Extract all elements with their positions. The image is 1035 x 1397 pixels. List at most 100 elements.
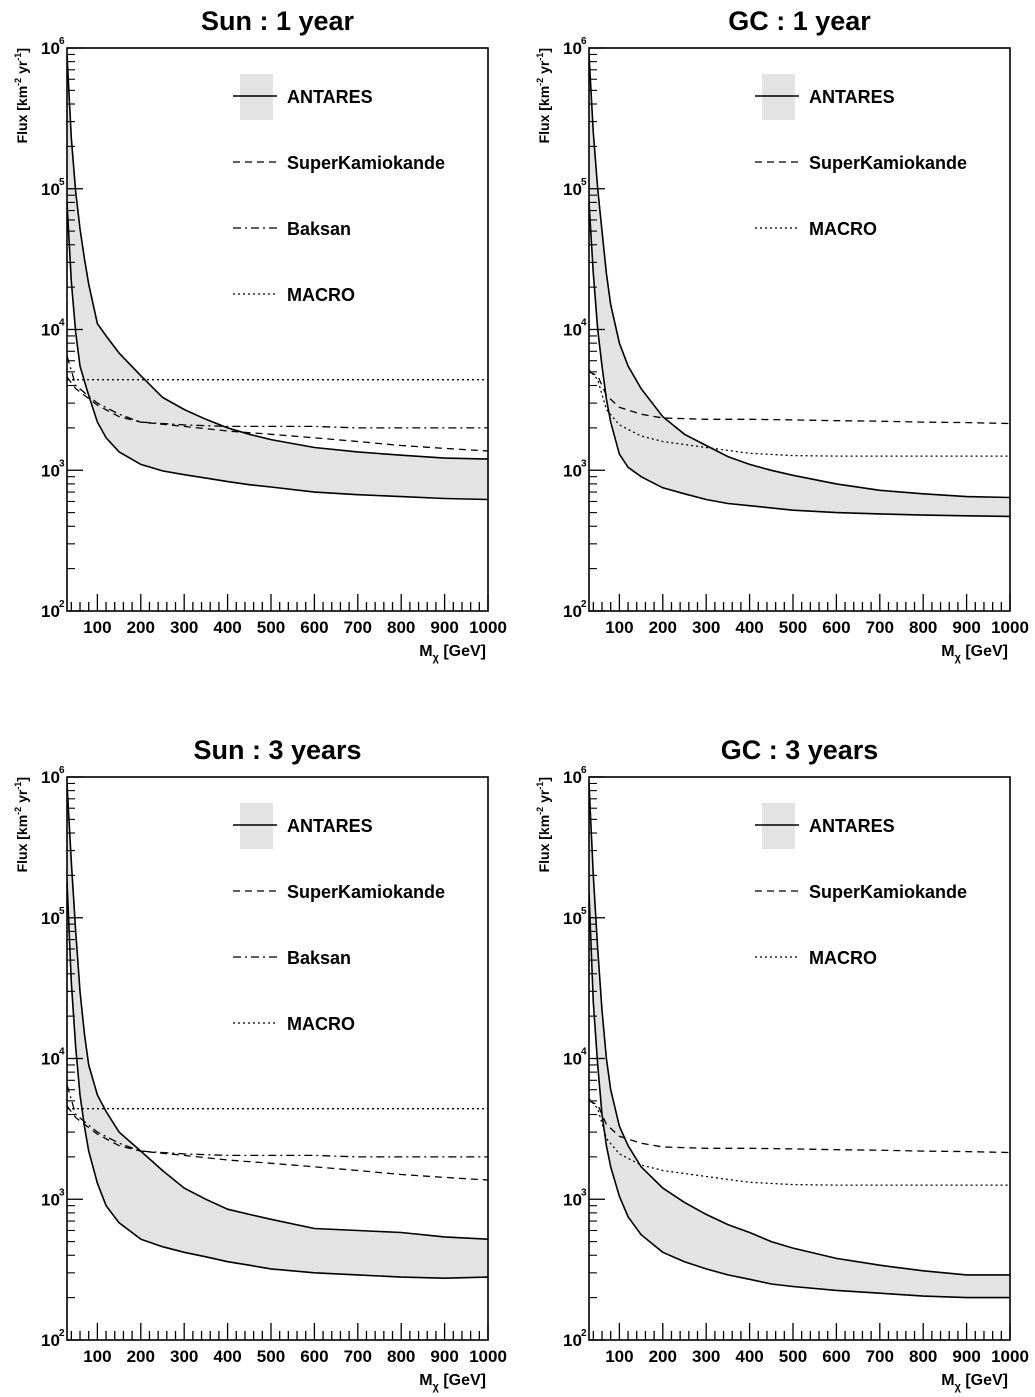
x-axis-title: Mχ [GeV] — [419, 1372, 486, 1393]
y-tick-label: 10 — [41, 39, 60, 58]
legend-label: Baksan — [287, 948, 351, 968]
chart-panel: GC : 3 years 100 200 300 400 500 600 700 800 900 1… — [535, 735, 1029, 1393]
y-tick-label: 10 — [41, 321, 60, 340]
plot-area — [67, 54, 488, 501]
legend-label: MACRO — [809, 219, 877, 239]
x-tick-label: 600 — [300, 1347, 328, 1366]
legend-label: MACRO — [287, 285, 355, 305]
y-tick-exponent: 3 — [59, 1187, 65, 1198]
x-tick-label: 400 — [735, 1347, 763, 1366]
y-tick-label: 10 — [563, 461, 582, 480]
chart-panel: Sun : 1 year 100 200 300 400 500 600 700 800 900 1… — [13, 6, 507, 664]
y-tick-exponent: 4 — [59, 318, 65, 329]
y-tick-exponent: 5 — [581, 906, 587, 917]
legend: ANTARES SuperKamiokande MACRO — [755, 74, 967, 239]
x-tick-label: 200 — [649, 1347, 677, 1366]
x-tick-label: 900 — [430, 1347, 458, 1366]
y-tick-exponent: 4 — [581, 318, 587, 329]
antares-upper-line — [589, 783, 1010, 1276]
antares-lower-line — [589, 202, 1010, 518]
x-tick-label: 600 — [822, 1347, 850, 1366]
y-tick-exponent: 2 — [581, 1328, 587, 1339]
x-tick-label: 300 — [692, 618, 720, 637]
y-tick-label: 10 — [563, 909, 582, 928]
y-tick-label: 10 — [563, 39, 582, 58]
plot-frame — [588, 47, 1011, 612]
y-axis-title: Flux [km-2 yr-1] — [535, 777, 552, 872]
legend-label: SuperKamiokande — [809, 882, 967, 902]
y-tick-label: 10 — [41, 1050, 60, 1069]
y-tick-label: 10 — [563, 602, 582, 621]
antares-upper-line — [589, 54, 1010, 499]
y-tick-label: 10 — [41, 768, 60, 787]
x-tick-label: 700 — [344, 618, 372, 637]
legend-label: SuperKamiokande — [809, 153, 967, 173]
series-line-superkamiokande — [67, 1105, 488, 1181]
chart-title: Sun : 3 years — [193, 735, 361, 765]
x-tick-label: 1000 — [991, 1347, 1029, 1366]
x-tick-label: 900 — [952, 1347, 980, 1366]
plot-area — [589, 54, 1010, 518]
series-line-superkamiokande — [589, 1100, 1010, 1154]
y-tick-exponent: 3 — [581, 458, 587, 469]
y-tick-label: 10 — [41, 1190, 60, 1209]
x-tick-label: 400 — [213, 618, 241, 637]
antares-upper-line — [67, 54, 488, 460]
antares-band — [67, 54, 488, 500]
legend-label: ANTARES — [809, 87, 895, 107]
x-tick-label: 100 — [83, 1347, 111, 1366]
y-tick-exponent: 6 — [59, 36, 65, 47]
x-tick-label: 100 — [605, 1347, 633, 1366]
x-tick-label: 700 — [866, 618, 894, 637]
plot-area — [589, 783, 1010, 1299]
x-tick-label: 500 — [779, 618, 807, 637]
legend-swatch-band — [240, 74, 273, 120]
y-axis-title: Flux [km-2 yr-1] — [535, 48, 552, 143]
x-tick-label: 300 — [692, 1347, 720, 1366]
x-tick-label: 800 — [909, 618, 937, 637]
x-tick-label: 1000 — [991, 618, 1029, 637]
y-axis-title: Flux [km-2 yr-1] — [13, 48, 30, 143]
x-tick-label: 1000 — [469, 1347, 507, 1366]
x-tick-label: 100 — [605, 618, 633, 637]
y-tick-exponent: 2 — [59, 1328, 65, 1339]
y-tick-exponent: 6 — [581, 765, 587, 776]
chart-title: GC : 3 years — [721, 735, 879, 765]
y-tick-exponent: 2 — [581, 599, 587, 610]
x-tick-label: 700 — [866, 1347, 894, 1366]
x-tick-label: 500 — [257, 618, 285, 637]
legend: ANTARES SuperKamiokande MACRO — [755, 803, 967, 968]
plot-area — [67, 783, 488, 1280]
series-line-baksan — [67, 1084, 488, 1158]
chart-panel: Sun : 3 years 100 200 300 400 500 600 700 800 900… — [13, 735, 507, 1393]
antares-band — [589, 783, 1010, 1298]
y-tick-label: 10 — [41, 180, 60, 199]
y-tick-label: 10 — [563, 1050, 582, 1069]
y-axis-title: Flux [km-2 yr-1] — [13, 777, 30, 872]
x-tick-label: 200 — [649, 618, 677, 637]
chart-panel: GC : 1 year 100 200 300 400 500 600 700 800 900 10… — [535, 6, 1029, 664]
x-tick-label: 500 — [257, 1347, 285, 1366]
y-tick-exponent: 3 — [59, 458, 65, 469]
x-tick-label: 200 — [127, 1347, 155, 1366]
y-tick-exponent: 3 — [581, 1187, 587, 1198]
x-tick-label: 900 — [952, 618, 980, 637]
legend-label: MACRO — [809, 948, 877, 968]
y-tick-exponent: 5 — [59, 906, 65, 917]
legend-label: ANTARES — [809, 816, 895, 836]
legend-label: ANTARES — [287, 816, 373, 836]
y-tick-exponent: 2 — [59, 599, 65, 610]
y-tick-label: 10 — [563, 1190, 582, 1209]
y-tick-label: 10 — [41, 909, 60, 928]
y-tick-label: 10 — [41, 1331, 60, 1350]
legend-label: ANTARES — [287, 87, 373, 107]
series-line-superkamiokande — [67, 376, 488, 452]
antares-lower-line — [67, 202, 488, 501]
y-tick-exponent: 5 — [59, 177, 65, 188]
x-tick-label: 400 — [735, 618, 763, 637]
y-tick-label: 10 — [41, 602, 60, 621]
y-tick-exponent: 4 — [581, 1047, 587, 1058]
y-tick-label: 10 — [563, 180, 582, 199]
plot-frame — [66, 47, 489, 612]
